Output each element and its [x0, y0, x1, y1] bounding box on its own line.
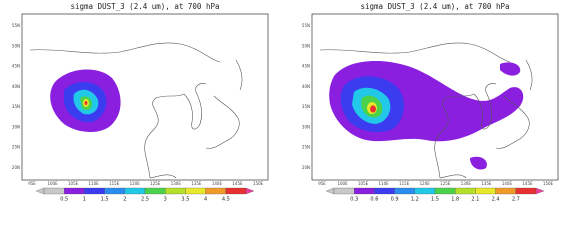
panel-title: sigma DUST_3 (2.4 um), at 700 hPa	[360, 2, 509, 11]
x-tick-label: 110E	[89, 181, 100, 186]
y-tick-label: 30N	[302, 124, 310, 129]
y-tick-label: 45N	[302, 64, 310, 69]
colorbar-segment	[185, 187, 206, 195]
colorbar-segment	[225, 187, 247, 195]
map-panel-left: 0.5 1 1.5 2 2.5 3 3.5 4 4.5	[21, 13, 269, 203]
y-tick-label: 25N	[12, 145, 20, 150]
x-tick-label: 145E	[232, 181, 243, 186]
x-tick-label: 140E	[212, 181, 223, 186]
x-tick-label: 115E	[399, 181, 410, 186]
colorbar: 0.5 1 1.5 2 2.5 3 3.5 4 4.5	[35, 187, 255, 203]
y-tick-label: 40N	[302, 84, 310, 89]
colorbar-label: 0.9	[391, 197, 399, 203]
colorbar-label: 1.5	[101, 197, 109, 203]
colorbar-label: 0.5	[60, 197, 68, 203]
x-tick-label: 120E	[130, 181, 141, 186]
y-tick-label: 45N	[12, 64, 20, 69]
y-tick-label: 50N	[12, 43, 20, 48]
x-tick-label: 115E	[109, 181, 120, 186]
colorbar-label: 2.1	[471, 197, 479, 203]
y-tick-label: 20N	[302, 165, 310, 170]
colorbar-segment	[165, 187, 186, 195]
y-tick-label: 55N	[302, 23, 310, 28]
colorbar-segment	[144, 187, 166, 195]
colorbar-segment	[495, 187, 516, 195]
colorbar-segment	[64, 187, 85, 195]
colorbar-label: 2	[123, 197, 126, 203]
colorbar-label: 2.4	[492, 197, 500, 203]
x-tick-label: 150E	[543, 181, 554, 186]
y-tick-label: 35N	[302, 104, 310, 109]
colorbar-label: 1.8	[451, 197, 459, 203]
x-tick-label: 135E	[191, 181, 202, 186]
x-tick-label: 120E	[420, 181, 431, 186]
colorbar-segment	[374, 187, 395, 195]
x-tick-label: 125E	[440, 181, 451, 186]
dust-field	[319, 42, 533, 179]
colorbar-label: 1	[83, 197, 86, 203]
colorbar-arrow	[35, 187, 45, 195]
colorbar-arrow	[535, 187, 545, 195]
y-tick-label: 20N	[12, 165, 20, 170]
x-tick-label: 95E	[318, 181, 326, 186]
colorbar-segment	[434, 187, 456, 195]
colorbar-segment	[354, 187, 375, 195]
colorbar-label: 3	[164, 197, 167, 203]
x-tick-label: 130E	[461, 181, 472, 186]
y-tick-label: 55N	[12, 23, 20, 28]
colorbar-segment	[455, 187, 476, 195]
colorbar-segment	[414, 187, 436, 195]
y-tick-label: 25N	[302, 145, 310, 150]
colorbar-label: 2.5	[141, 197, 149, 203]
map-panel-right: 0.3 0.6 0.9 1.2 1.5 1.8 2.1 2.4 2.7	[311, 13, 559, 203]
x-tick-label: 105E	[68, 181, 79, 186]
colorbar-label: 4.5	[222, 197, 230, 203]
colorbar-segment	[333, 187, 355, 195]
x-tick-label: 105E	[358, 181, 369, 186]
colorbar-label: 1.2	[411, 197, 419, 203]
colorbar-segment	[394, 187, 415, 195]
x-tick-label: 125E	[150, 181, 161, 186]
x-tick-label: 150E	[253, 181, 264, 186]
x-tick-label: 130E	[171, 181, 182, 186]
y-tick-label: 50N	[302, 43, 310, 48]
colorbar-label: 0.3	[350, 197, 358, 203]
colorbar-arrow	[325, 187, 335, 195]
x-tick-label: 100E	[47, 181, 58, 186]
x-tick-label: 145E	[522, 181, 533, 186]
colorbar-segment	[84, 187, 105, 195]
page: {"panels": [ {"title": "sigma DUST_3 (2.…	[11, 2, 559, 203]
colorbar-segment	[475, 187, 496, 195]
panel-title: sigma DUST_3 (2.4 um), at 700 hPa	[70, 2, 219, 11]
colorbar-segment	[124, 187, 146, 195]
colorbar-segment	[205, 187, 226, 195]
y-tick-label: 40N	[12, 84, 20, 89]
colorbar-segment	[43, 187, 65, 195]
colorbar-segment	[515, 187, 537, 195]
x-tick-label: 95E	[28, 181, 36, 186]
colorbar-arrow	[245, 187, 255, 195]
x-tick-label: 135E	[481, 181, 492, 186]
colorbar-label: 3.5	[181, 197, 189, 203]
dust-field	[29, 42, 243, 179]
x-tick-label: 100E	[337, 181, 348, 186]
x-tick-label: 140E	[502, 181, 513, 186]
figure: 0.5 1 1.5 2 2.5 3 3.5 4 4.5 0.3 0.6 0.9 1.2 1.5 1.8 2.…	[12, 2, 559, 203]
colorbar-label: 2.7	[512, 197, 520, 203]
colorbar: 0.3 0.6 0.9 1.2 1.5 1.8 2.1 2.4 2.7	[325, 187, 545, 203]
colorbar-segment	[104, 187, 125, 195]
y-tick-label: 35N	[12, 104, 20, 109]
colorbar-label: 4	[204, 197, 207, 203]
colorbar-label: 1.5	[431, 197, 439, 203]
colorbar-label: 0.6	[370, 197, 378, 203]
y-tick-label: 30N	[12, 124, 20, 129]
x-tick-label: 110E	[379, 181, 390, 186]
